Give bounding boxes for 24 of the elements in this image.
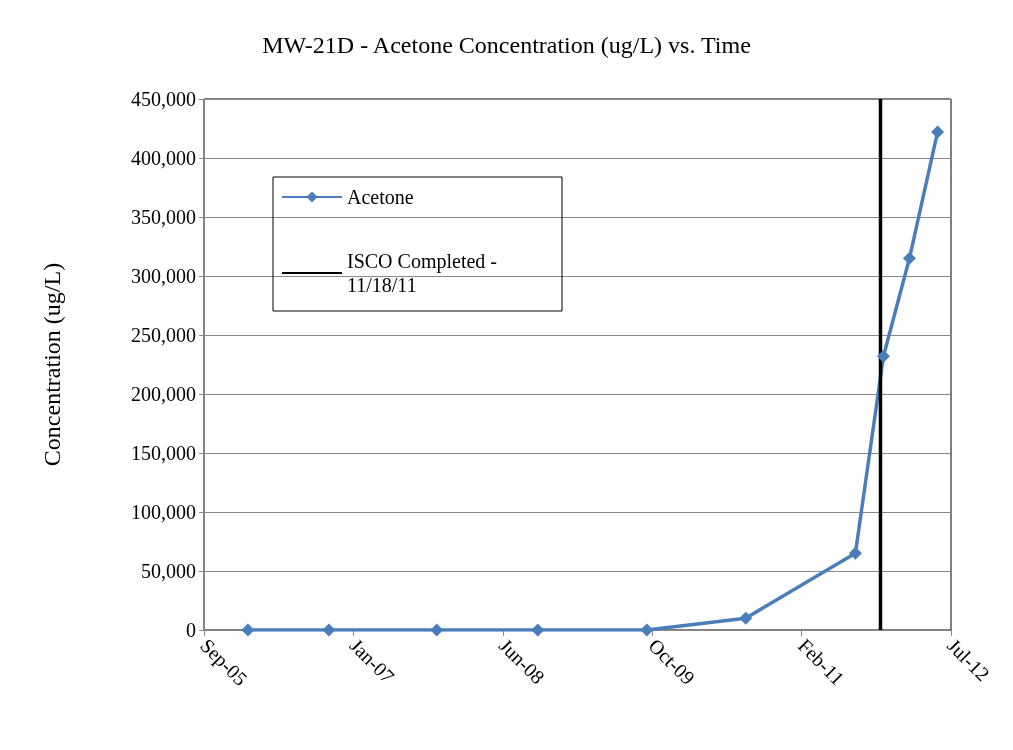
y-tick-label: 350,000 <box>131 206 196 228</box>
chart-title: MW-21D - Acetone Concentration (ug/L) vs. Time <box>262 32 751 58</box>
y-tick-label: 50,000 <box>141 560 196 582</box>
y-tick-label: 150,000 <box>131 442 196 464</box>
y-tick-label: 250,000 <box>131 324 196 346</box>
legend-label: Acetone <box>347 186 414 208</box>
point <box>322 623 336 637</box>
y-tick-label: 450,000 <box>131 88 196 110</box>
point <box>739 611 753 625</box>
y-axis-title: Concentration (ug/L) <box>39 262 65 467</box>
point <box>531 623 545 637</box>
y-tick-label: 0 <box>186 619 196 641</box>
y-tick-label: 400,000 <box>131 147 196 169</box>
point <box>902 251 916 265</box>
point <box>848 546 862 560</box>
point <box>430 623 444 637</box>
y-tick-label: 300,000 <box>131 265 196 287</box>
point <box>931 125 945 139</box>
point <box>241 623 255 637</box>
point <box>876 349 890 363</box>
y-tick-label: 100,000 <box>131 501 196 523</box>
ref-line-label: ISCO Completed - 11/18/11 <box>347 250 502 296</box>
y-tick-label: 200,000 <box>131 383 196 405</box>
point <box>640 623 654 637</box>
